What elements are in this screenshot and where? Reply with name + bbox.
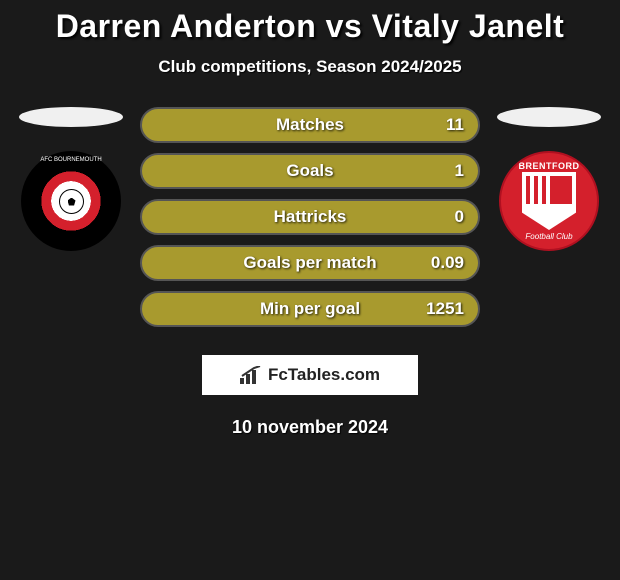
stat-value: 0 [455,207,464,227]
stat-bar: Min per goal 1251 [140,291,480,327]
brand-label: FcTables.com [268,365,380,385]
player-placeholder-left [19,107,123,127]
stat-label: Matches [276,115,344,135]
chart-icon [240,366,262,384]
subtitle: Club competitions, Season 2024/2025 [0,57,620,77]
stat-bar: Matches 11 [140,107,480,143]
club-badge-brentford [499,151,599,251]
stat-bar: Goals 1 [140,153,480,189]
stat-value: 11 [446,115,464,135]
stat-value: 1251 [426,299,464,319]
right-column [495,107,603,251]
shield-icon [522,172,576,230]
brand-box: FcTables.com [202,355,418,395]
date-label: 10 november 2024 [0,417,620,438]
stat-label: Min per goal [260,299,360,319]
player-placeholder-right [497,107,601,127]
ball-icon [59,189,84,214]
stats-list: Matches 11 Goals 1 Hattricks 0 Goals per match… [140,107,480,337]
stat-value: 1 [455,161,464,181]
stat-label: Hattricks [274,207,347,227]
stat-bar: Hattricks 0 [140,199,480,235]
stat-label: Goals per match [243,253,376,273]
left-column [17,107,125,251]
stat-value: 0.09 [431,253,464,273]
stat-bar: Goals per match 0.09 [140,245,480,281]
stat-label: Goals [286,161,333,181]
page-title: Darren Anderton vs Vitaly Janelt [0,8,620,45]
comparison-card: Darren Anderton vs Vitaly Janelt Club co… [0,0,620,438]
club-badge-bournemouth [21,151,121,251]
main-row: Matches 11 Goals 1 Hattricks 0 Goals per match… [0,107,620,337]
